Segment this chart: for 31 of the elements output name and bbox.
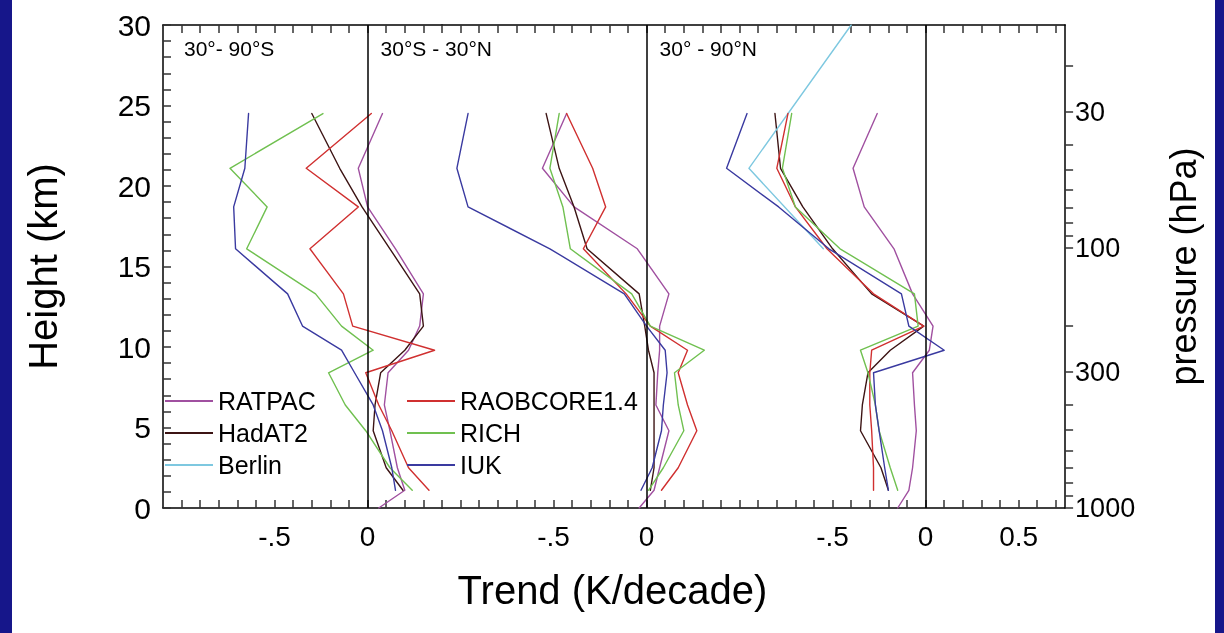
legend-label: IUK <box>460 451 502 479</box>
y-tick-label: 20 <box>117 169 151 203</box>
y-tick-label: 30 <box>117 8 151 42</box>
text: 300 <box>1075 357 1121 387</box>
y-tick-label: 5 <box>134 411 151 444</box>
y-axis-title: Height (km) <box>21 163 65 370</box>
legend-label: RICH <box>460 419 522 447</box>
text: 1000 <box>1075 493 1136 523</box>
y-tick-label: 25 <box>117 89 151 122</box>
y-tick-label: 10 <box>117 330 151 364</box>
x-tick-label: 0 <box>638 520 655 552</box>
legend-label: HadAT2 <box>218 419 308 447</box>
legend-label: RATPAC <box>218 387 316 415</box>
legend-label: Berlin <box>218 451 282 479</box>
line-series <box>357 112 425 509</box>
x-axis-title: Trend (K/decade) <box>457 568 768 612</box>
x-tick-label: 0 <box>359 520 376 552</box>
x-tick-label: -.5 <box>258 520 291 552</box>
text: 30°S - 30°N <box>380 37 492 60</box>
x-tick-label: -.5 <box>816 520 849 552</box>
text: 30 <box>1075 96 1106 127</box>
text: 30° - 90°N <box>659 37 757 60</box>
y2-axis-title: pressure (hPa) <box>1162 147 1204 386</box>
x-tick-label: -.5 <box>537 520 570 552</box>
text: 100 <box>1075 232 1121 263</box>
text: 30°- 90°S <box>184 37 275 60</box>
y-tick-label: 0 <box>134 491 151 525</box>
legend-label: RAOBCORE1.4 <box>460 387 638 415</box>
y-tick-label: 15 <box>117 250 151 283</box>
x-tick-label: 0 <box>917 520 934 552</box>
x-tick-label: 0.5 <box>999 520 1039 552</box>
